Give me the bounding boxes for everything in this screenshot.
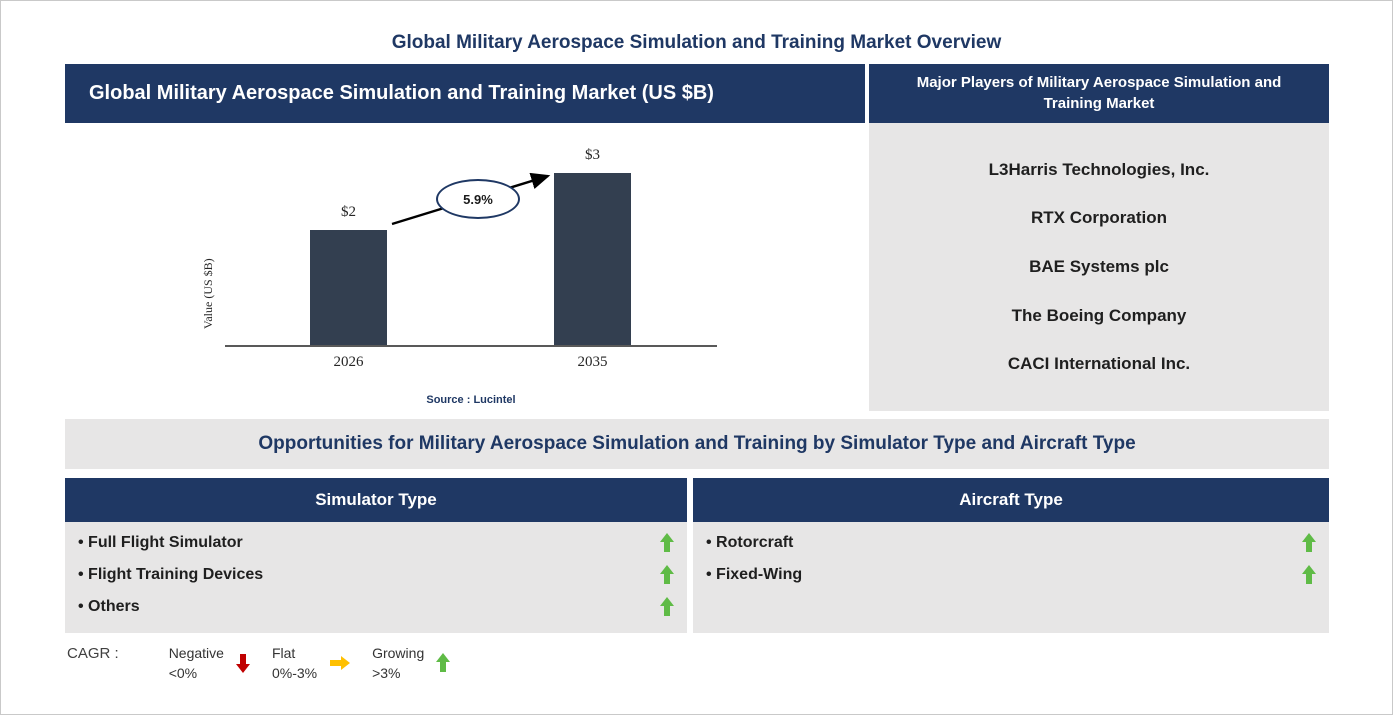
aircraft-type-list: Rotorcraft Fixed-Wing [693, 522, 1329, 633]
player-item: The Boeing Company [1011, 305, 1187, 325]
down-arrow-icon [235, 653, 250, 674]
item-label: Flight Training Devices [78, 566, 263, 584]
legend-entry-growing: Growing >3% [372, 643, 451, 684]
x-tick-2026: 2026 [333, 354, 364, 370]
up-arrow-icon [660, 597, 674, 617]
list-item: Rotorcraft [693, 527, 1329, 559]
chart-panel-header: Global Military Aerospace Simulation and… [65, 64, 865, 123]
entry-range: 0%-3% [271, 665, 318, 682]
bar [554, 173, 631, 345]
entry-name: Negative [168, 645, 224, 661]
legend-entry-flat: Flat 0%-3% [272, 643, 351, 684]
major-players-header: Major Players of Military Aerospace Simu… [869, 64, 1329, 123]
major-players-list: L3Harris Technologies, Inc. RTX Corporat… [869, 123, 1329, 411]
major-players-panel: Major Players of Military Aerospace Simu… [869, 64, 1329, 411]
legend-entry-text: Growing >3% [372, 643, 424, 684]
up-arrow-icon [1302, 533, 1316, 553]
item-label: Others [78, 598, 140, 616]
bar [310, 230, 387, 345]
simulator-type-header: Simulator Type [65, 478, 687, 522]
growth-arrow-icon [391, 172, 551, 226]
bar-2026: $2 [310, 204, 387, 345]
entry-range: <0% [168, 665, 198, 682]
right-arrow-icon [329, 656, 351, 671]
bar-2035: $3 [554, 147, 631, 345]
legend-entry-negative: Negative <0% [169, 643, 250, 684]
cagr-legend: CAGR : Negative <0% Flat 0%-3% Growing >… [67, 643, 472, 684]
entry-name: Flat [271, 645, 296, 661]
legend-entry-text: Negative <0% [169, 643, 224, 684]
bar-value-label: $2 [341, 204, 356, 220]
item-label: Fixed-Wing [706, 566, 802, 584]
up-arrow-icon [660, 565, 674, 585]
x-tick-2035: 2035 [577, 354, 608, 370]
list-item: Others [65, 591, 687, 623]
market-chart-panel: Global Military Aerospace Simulation and… [65, 64, 865, 411]
up-arrow-icon [660, 533, 674, 553]
player-item: BAE Systems plc [1029, 256, 1169, 276]
list-item: Fixed-Wing [693, 559, 1329, 591]
entry-range: >3% [372, 665, 401, 682]
legend-label: CAGR : [67, 645, 119, 662]
cagr-annotation: 5.9% [436, 179, 520, 219]
aircraft-type-header: Aircraft Type [693, 478, 1329, 522]
entry-name: Growing [372, 645, 425, 661]
y-axis-label: Value (US $B) [201, 258, 215, 329]
player-item: RTX Corporation [1031, 208, 1167, 228]
list-item: Full Flight Simulator [65, 527, 687, 559]
legend-entry-text: Flat 0%-3% [272, 643, 317, 684]
item-label: Full Flight Simulator [78, 534, 243, 552]
aircraft-type-panel: Aircraft Type Rotorcraft Fixed-Wing [693, 478, 1329, 633]
simulator-type-list: Full Flight Simulator Flight Training De… [65, 522, 687, 633]
page-title: Global Military Aerospace Simulation and… [391, 32, 1002, 53]
bar-chart: Value (US $B) $2 $3 [65, 123, 865, 411]
up-arrow-icon [436, 653, 451, 673]
bar-value-label: $3 [585, 147, 600, 163]
opportunities-title: Opportunities for Military Aerospace Sim… [65, 419, 1329, 469]
list-item: Flight Training Devices [65, 559, 687, 591]
player-item: L3Harris Technologies, Inc. [988, 159, 1210, 179]
plot-area: $2 $3 [225, 123, 717, 347]
source-note: Source : Lucintel [426, 394, 516, 406]
item-label: Rotorcraft [706, 534, 793, 552]
up-arrow-icon [1302, 565, 1316, 585]
player-item: CACI International Inc. [1007, 354, 1191, 374]
simulator-type-panel: Simulator Type Full Flight Simulator Fli… [65, 478, 687, 633]
